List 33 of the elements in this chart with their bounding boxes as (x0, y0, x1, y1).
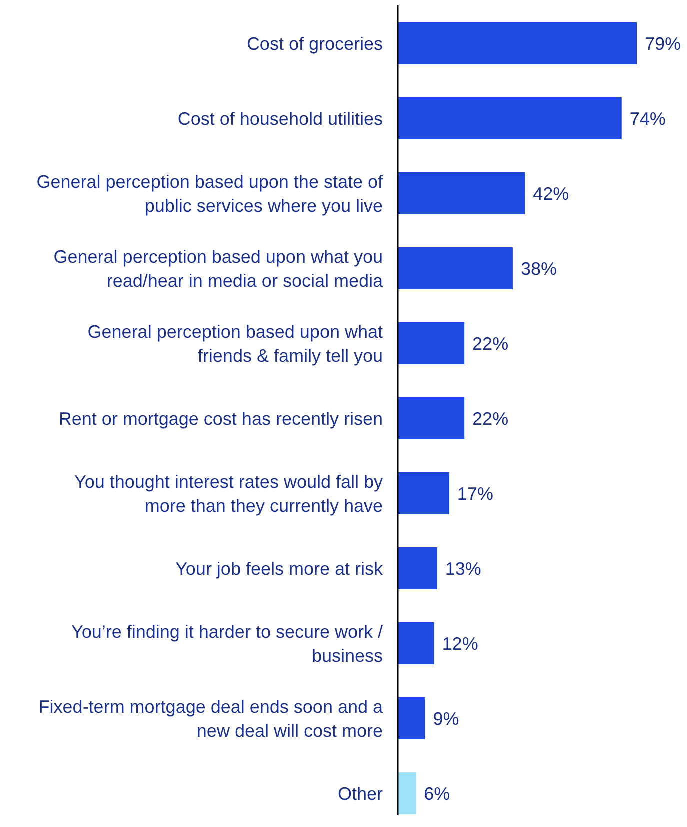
bar (398, 622, 434, 664)
bar (398, 698, 426, 740)
data-label: 42% (533, 184, 570, 204)
data-label: 9% (433, 708, 460, 729)
bar (398, 172, 526, 214)
y-tick-label: General perception based upon the state of public services where you live (36, 172, 384, 216)
y-tick-label: Fixed-term mortgage deal ends soon and a new deal will cost more (38, 696, 384, 741)
y-tick-label: You thought interest rates would fall by more than they currently have (74, 472, 383, 516)
bar (398, 22, 637, 64)
y-tick-label: Cost of groceries (246, 34, 383, 54)
y-tick-label: Rent or mortgage cost has recently risen (58, 408, 383, 429)
data-label: 12% (442, 634, 478, 654)
data-label: 17% (457, 484, 494, 504)
y-tick-label: General perception based upon what you read/hear in media or social media (54, 246, 384, 291)
bar (398, 322, 465, 364)
bar (398, 772, 416, 814)
data-label: 38% (520, 258, 557, 279)
bar (398, 548, 438, 590)
data-label: 22% (472, 408, 509, 429)
data-label: 13% (445, 558, 482, 579)
y-tick-label: General perception based upon what friends & family tell you (88, 322, 383, 366)
bar (398, 248, 513, 290)
y-tick-label: You’re finding it harder to secure work / business (71, 622, 383, 666)
bar (398, 98, 622, 140)
data-label: 22% (472, 334, 509, 354)
y-tick-label: Your job feels more at risk (176, 558, 384, 579)
y-tick-label: Cost of household utilities (178, 108, 383, 129)
y-tick-label: Other (338, 784, 383, 804)
bar (398, 472, 450, 514)
data-label: 6% (424, 784, 450, 804)
data-label: 74% (630, 108, 666, 129)
data-label: 79% (645, 34, 682, 54)
bar (398, 398, 465, 440)
